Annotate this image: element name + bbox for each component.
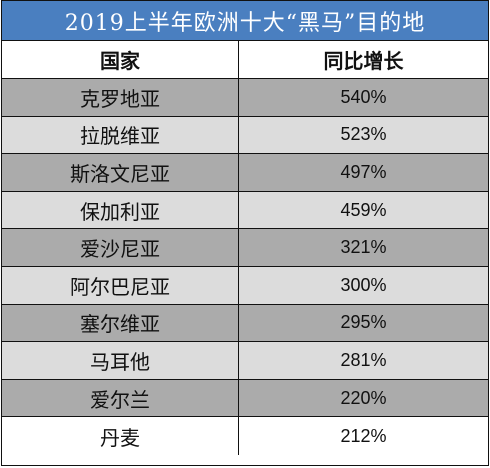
- growth-cell: 459%: [239, 191, 488, 229]
- growth-cell: 523%: [239, 116, 488, 154]
- table-title: 2019上半年欧洲十大“黑马”目的地: [2, 1, 488, 41]
- growth-cell: 295%: [239, 304, 488, 342]
- country-cell: 丹麦: [2, 417, 239, 455]
- country-cell: 拉脱维亚: [2, 116, 239, 154]
- growth-cell: 300%: [239, 266, 488, 304]
- growth-cell: 321%: [239, 229, 488, 266]
- table-row: 斯洛文尼亚 497%: [2, 154, 488, 192]
- header-growth: 同比增长: [323, 49, 404, 73]
- country-cell: 爱沙尼亚: [2, 229, 239, 266]
- growth-cell: 540%: [239, 79, 488, 116]
- country-cell: 爱尔兰: [2, 379, 239, 417]
- country-cell: 克罗地亚: [2, 79, 239, 116]
- table-row: 阿尔巴尼亚 300%: [2, 266, 488, 305]
- growth-cell: 497%: [239, 154, 488, 191]
- table-row: 爱尔兰 220%: [2, 379, 488, 418]
- table-row: 克罗地亚 540%: [2, 79, 488, 117]
- table-header-row: 国家 同比增长: [2, 41, 488, 79]
- country-cell: 塞尔维亚: [2, 304, 239, 342]
- country-cell: 阿尔巴尼亚: [2, 266, 239, 304]
- header-country: 国家: [2, 41, 239, 78]
- table-row: 拉脱维亚 523%: [2, 116, 488, 155]
- country-cell: 保加利亚: [2, 191, 239, 229]
- table-row: 爱沙尼亚 321%: [2, 229, 488, 267]
- table-row: 塞尔维亚 295%: [2, 304, 488, 343]
- table-row: 丹麦 212%: [2, 417, 488, 455]
- growth-cell: 281%: [239, 342, 488, 379]
- table-row: 保加利亚 459%: [2, 191, 488, 230]
- growth-cell: 220%: [239, 379, 488, 417]
- growth-cell: 212%: [239, 417, 488, 455]
- country-cell: 斯洛文尼亚: [2, 154, 239, 191]
- table-row: 马耳他 281%: [2, 342, 488, 380]
- country-cell: 马耳他: [2, 342, 239, 379]
